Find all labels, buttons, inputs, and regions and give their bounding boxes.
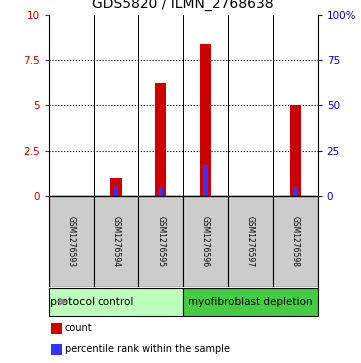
Bar <box>49 288 183 316</box>
Bar <box>51 323 62 334</box>
Bar <box>290 105 301 196</box>
Text: GSM1276593: GSM1276593 <box>67 216 76 267</box>
Bar <box>203 165 208 196</box>
Text: GSM1276598: GSM1276598 <box>291 216 300 267</box>
Bar <box>158 187 163 196</box>
Bar <box>93 196 138 287</box>
Bar <box>138 196 183 287</box>
Text: myofibroblast depletion: myofibroblast depletion <box>188 297 313 307</box>
Bar <box>293 187 297 196</box>
Text: GSM1276594: GSM1276594 <box>112 216 121 267</box>
Bar <box>228 196 273 287</box>
Text: GSM1276596: GSM1276596 <box>201 216 210 267</box>
Bar <box>110 178 122 196</box>
Bar <box>273 196 318 287</box>
Bar <box>114 187 118 196</box>
Text: protocol: protocol <box>49 297 95 307</box>
Title: GDS5820 / ILMN_2768638: GDS5820 / ILMN_2768638 <box>92 0 274 11</box>
Bar <box>51 343 62 355</box>
Text: GSM1276595: GSM1276595 <box>156 216 165 267</box>
Bar <box>200 44 211 196</box>
Bar <box>155 83 166 196</box>
Text: control: control <box>98 297 134 307</box>
Bar <box>49 196 93 287</box>
Text: percentile rank within the sample: percentile rank within the sample <box>65 344 230 354</box>
Text: GSM1276597: GSM1276597 <box>246 216 255 267</box>
Bar <box>183 288 318 316</box>
Bar <box>183 196 228 287</box>
Text: count: count <box>65 323 92 333</box>
